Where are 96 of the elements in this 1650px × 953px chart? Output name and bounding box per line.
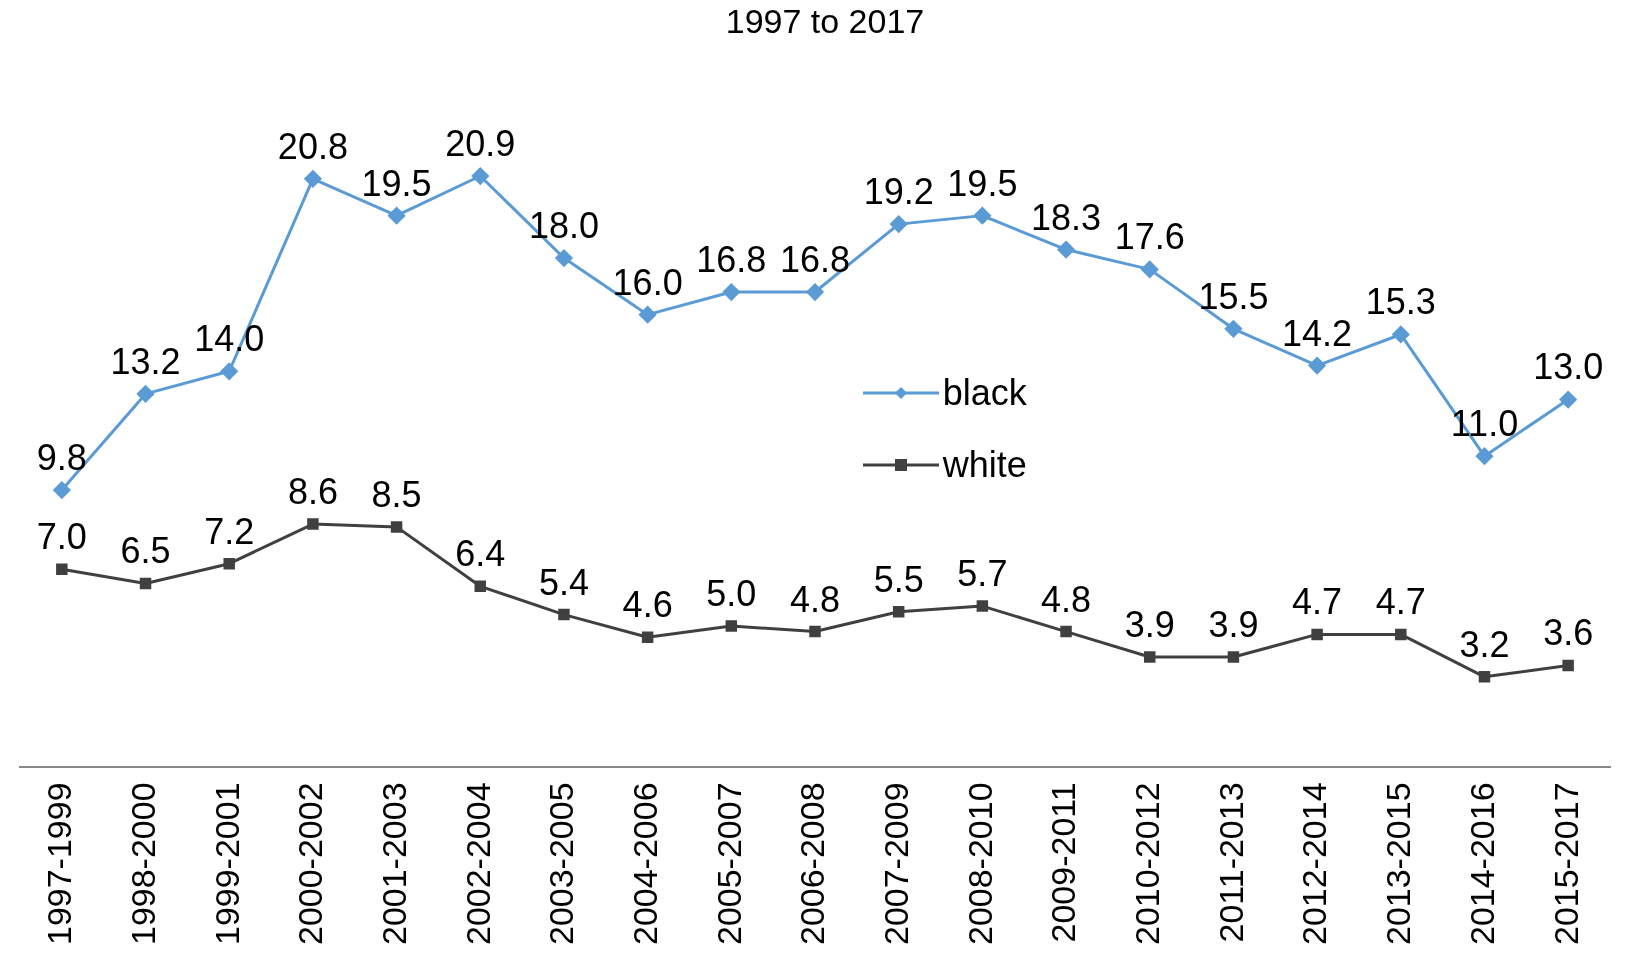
- point: [471, 167, 489, 185]
- chart-title: 1997 to 2017: [724, 2, 926, 41]
- point: [725, 620, 738, 632]
- data-label: 17.6: [1114, 216, 1185, 258]
- point: [806, 283, 824, 301]
- point: [722, 283, 740, 301]
- data-label: 19.5: [361, 162, 432, 204]
- x-tick-label: 2006-2008: [793, 782, 832, 946]
- data-label: 7.0: [36, 516, 87, 558]
- data-label: 14.2: [1282, 312, 1353, 354]
- x-tick-label: 2004-2006: [626, 782, 665, 946]
- point: [976, 600, 989, 612]
- x-tick-label: 2003-2005: [542, 782, 581, 946]
- x-tick-label: 2009-2011: [1044, 782, 1083, 943]
- point: [137, 385, 155, 403]
- data-label: 5.4: [538, 561, 589, 603]
- point: [304, 170, 322, 188]
- data-label: 5.7: [957, 553, 1008, 595]
- point: [220, 362, 238, 380]
- point: [1060, 625, 1072, 638]
- point: [1143, 651, 1156, 663]
- point: [1478, 671, 1491, 683]
- point: [388, 207, 406, 225]
- legend-label: white: [942, 444, 1027, 487]
- point: [639, 306, 657, 324]
- point: [474, 580, 487, 593]
- data-label: 4.7: [1292, 581, 1343, 623]
- data-label: 4.8: [1041, 578, 1092, 620]
- data-label: 9.8: [36, 437, 87, 479]
- point: [139, 577, 152, 590]
- data-label: 3.2: [1459, 623, 1510, 665]
- data-label: 15.5: [1198, 275, 1269, 317]
- x-tick-label: 1997-1999: [40, 782, 79, 946]
- data-label: 19.5: [947, 162, 1018, 204]
- data-label: 20.9: [445, 122, 516, 164]
- data-label: 6.5: [120, 530, 171, 572]
- data-label: 5.5: [873, 558, 924, 600]
- point: [223, 557, 235, 570]
- point: [890, 215, 908, 233]
- point: [390, 521, 403, 533]
- point: [1308, 357, 1326, 375]
- x-tick-label: 2005-2007: [709, 782, 748, 946]
- x-tick-label: 2002-2004: [458, 782, 497, 946]
- point: [1311, 628, 1323, 641]
- data-label: 5.0: [706, 572, 757, 614]
- data-label: 4.7: [1375, 581, 1426, 623]
- data-label: 20.8: [277, 125, 348, 167]
- data-label: 7.2: [204, 510, 255, 552]
- data-label: 6.4: [455, 533, 506, 575]
- point: [973, 207, 991, 225]
- x-tick-label: 2014-2016: [1462, 782, 1501, 946]
- x-tick-label: 2013-2015: [1379, 782, 1418, 946]
- x-tick-label: 2007-2009: [877, 782, 916, 946]
- point: [1392, 325, 1410, 343]
- data-label: 3.9: [1208, 603, 1259, 645]
- data-label: 18.3: [1031, 196, 1102, 238]
- point: [558, 608, 570, 621]
- point: [1141, 260, 1159, 278]
- x-tick-label: 1999-2001: [207, 782, 246, 946]
- data-label: 13.2: [110, 340, 181, 382]
- point: [53, 481, 71, 499]
- point: [1057, 241, 1075, 259]
- point: [641, 631, 654, 643]
- data-label: 16.0: [612, 261, 683, 303]
- data-label: 4.8: [789, 578, 841, 620]
- point: [1559, 391, 1577, 409]
- point: [307, 518, 319, 530]
- x-tick-label: 2001-2003: [374, 782, 413, 946]
- point: [1395, 628, 1407, 641]
- point: [555, 249, 573, 267]
- data-label: 4.6: [622, 584, 673, 626]
- data-label: 16.8: [696, 238, 767, 280]
- data-label: 13.0: [1533, 346, 1604, 388]
- point: [1227, 651, 1240, 663]
- data-label: 3.6: [1543, 612, 1594, 654]
- point: [1475, 447, 1493, 465]
- point: [56, 563, 68, 576]
- x-tick-label: 2008-2010: [960, 782, 999, 946]
- legend-label: black: [942, 372, 1027, 415]
- data-label: 18.0: [528, 205, 599, 246]
- data-label: 3.9: [1124, 603, 1175, 645]
- x-tick-label: 2011-2013: [1211, 782, 1250, 943]
- x-tick-label: 2012-2014: [1295, 782, 1334, 946]
- data-label: 16.8: [779, 238, 851, 280]
- x-tick-label: 2000-2002: [291, 782, 330, 946]
- point: [1224, 320, 1242, 338]
- data-label: 8.5: [371, 473, 422, 515]
- data-label: 15.3: [1365, 281, 1436, 323]
- x-tick-label: 2015-2017: [1546, 782, 1585, 946]
- data-label: 8.6: [287, 470, 338, 512]
- x-tick-label: 2010-2012: [1128, 782, 1167, 946]
- point: [809, 625, 821, 638]
- data-label: 19.2: [863, 171, 934, 213]
- x-tick-label: 1998-2000: [123, 782, 162, 946]
- point: [892, 606, 905, 618]
- point: [1562, 659, 1574, 672]
